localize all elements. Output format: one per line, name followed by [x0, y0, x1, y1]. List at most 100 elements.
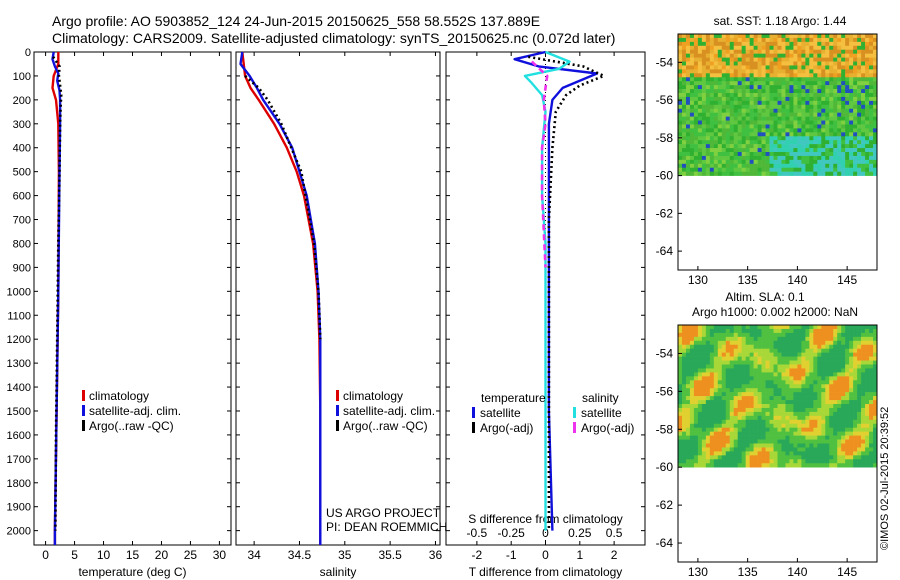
heatmap-cell	[869, 61, 874, 66]
heatmap-cell	[749, 124, 754, 129]
heatmap-cell	[753, 372, 758, 377]
heatmap-cell	[757, 104, 762, 110]
heatmap-cell	[689, 388, 695, 393]
heatmap-cell	[797, 344, 802, 349]
heatmap-cell	[761, 167, 766, 172]
heatmap-cell	[809, 53, 814, 58]
heatmap-cell	[761, 163, 766, 169]
heatmap-cell	[857, 332, 862, 338]
heatmap-cell	[681, 85, 687, 90]
heatmap-cell	[869, 455, 874, 460]
heatmap-cell	[785, 455, 790, 460]
heatmap-cell	[873, 396, 878, 401]
sla-map-title-1: Altim. SLA: 0.1	[725, 290, 805, 304]
heatmap-cell	[713, 419, 719, 425]
heatmap-cell	[733, 148, 738, 153]
heatmap-cell	[809, 423, 814, 428]
heatmap-cell	[813, 348, 818, 353]
heatmap-cell	[825, 49, 830, 54]
heatmap-cell	[749, 96, 754, 102]
heatmap-cell	[721, 392, 727, 397]
heatmap-cell	[769, 423, 774, 428]
heatmap-cell	[705, 152, 711, 157]
heatmap-cell	[737, 85, 742, 90]
heatmap-cell	[869, 69, 874, 74]
heatmap-cell	[685, 443, 691, 448]
heatmap-cell	[853, 57, 858, 62]
heatmap-cell	[713, 159, 719, 165]
heatmap-cell	[765, 57, 770, 62]
heatmap-cell	[721, 459, 727, 464]
heatmap-cell	[753, 336, 758, 342]
heatmap-cell	[853, 108, 858, 113]
heatmap-cell	[785, 85, 790, 90]
heatmap-cell	[841, 439, 846, 444]
heatmap-cell	[861, 352, 866, 357]
heatmap-cell	[833, 148, 838, 153]
heatmap-cell	[741, 167, 746, 172]
heatmap-cell	[837, 447, 842, 452]
heatmap-cell	[793, 104, 798, 110]
heatmap-cell	[725, 463, 731, 468]
heatmap-cell	[853, 148, 858, 153]
heatmap-cell	[721, 332, 727, 338]
heatmap-cell	[821, 447, 826, 452]
heatmap-cell	[869, 332, 874, 338]
heatmap-cell	[729, 57, 735, 62]
heatmap-cell	[761, 431, 766, 436]
heatmap-cell	[737, 128, 742, 133]
heatmap-cell	[781, 148, 786, 153]
heatmap-cell	[689, 93, 695, 98]
heatmap-cell	[777, 459, 782, 464]
heatmap-cell	[861, 459, 866, 464]
heatmap-cell	[709, 451, 715, 456]
heatmap-cell	[753, 49, 758, 54]
heatmap-cell	[789, 376, 794, 381]
heatmap-cell	[857, 152, 862, 157]
heatmap-cell	[697, 132, 703, 137]
heatmap-cell	[845, 81, 850, 86]
heatmap-cell	[821, 163, 826, 169]
heatmap-cell	[865, 65, 870, 70]
x-tick-label: 10	[97, 548, 111, 562]
heatmap-cell	[865, 356, 870, 361]
heatmap-cell	[813, 34, 818, 39]
heatmap-cell	[813, 57, 818, 62]
heatmap-cell	[813, 435, 818, 440]
heatmap-cell	[757, 404, 762, 409]
heatmap-cell	[789, 144, 794, 149]
heatmap-cell	[789, 61, 794, 66]
heatmap-cell	[761, 104, 766, 110]
heatmap-cell	[765, 348, 770, 353]
heatmap-cell	[705, 396, 711, 401]
heatmap-cell	[725, 81, 731, 86]
heatmap-cell	[701, 100, 707, 106]
heatmap-cell	[725, 396, 731, 401]
heatmap-cell	[869, 163, 874, 169]
heatmap-cell	[873, 455, 878, 460]
heatmap-cell	[829, 128, 834, 133]
heatmap-cell	[713, 69, 719, 74]
heatmap-cell	[757, 116, 762, 121]
heatmap-cell	[841, 360, 846, 365]
heatmap-cell	[745, 116, 750, 121]
heatmap-cell	[753, 419, 758, 425]
heatmap-cell	[705, 368, 711, 373]
heatmap-cell	[753, 332, 758, 338]
heatmap-cell	[693, 380, 699, 385]
heatmap-cell	[821, 148, 826, 153]
heatmap-cell	[817, 93, 822, 98]
heatmap-cell	[829, 73, 834, 78]
heatmap-cell	[809, 124, 814, 129]
heatmap-cell	[773, 368, 778, 373]
credit-line-2: PI: DEAN ROEMMICH	[326, 520, 447, 534]
heatmap-cell	[681, 435, 687, 440]
heatmap-cell	[785, 155, 790, 161]
heatmap-cell	[773, 392, 778, 397]
heatmap-cell	[709, 155, 715, 161]
heatmap-cell	[713, 41, 719, 47]
heatmap-cell	[813, 100, 818, 106]
heatmap-cell	[678, 155, 683, 161]
heatmap-cell	[678, 96, 683, 102]
heatmap-cell	[705, 463, 711, 468]
